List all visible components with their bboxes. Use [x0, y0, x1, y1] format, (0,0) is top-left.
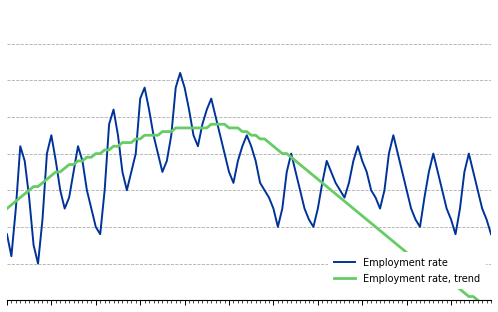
Employment rate, trend [231, 126, 237, 130]
Employment rate, trend [146, 133, 152, 137]
Employment rate [466, 152, 472, 155]
Employment rate, trend [462, 291, 468, 295]
Employment rate [488, 232, 494, 236]
Legend: Employment rate, Employment rate, trend: Employment rate, Employment rate, trend [328, 252, 486, 290]
Employment rate, trend [488, 306, 494, 310]
Employment rate, trend [244, 130, 250, 134]
Employment rate [35, 262, 41, 266]
Employment rate, trend [351, 207, 357, 210]
Employment rate, trend [4, 207, 10, 210]
Employment rate [177, 71, 183, 75]
Line: Employment rate: Employment rate [7, 73, 491, 264]
Employment rate, trend [479, 302, 485, 306]
Line: Employment rate, trend: Employment rate, trend [7, 124, 491, 308]
Employment rate [355, 144, 361, 148]
Employment rate [235, 159, 241, 163]
Employment rate, trend [208, 122, 214, 126]
Employment rate [4, 232, 10, 236]
Employment rate [248, 144, 254, 148]
Employment rate [150, 133, 156, 137]
Employment rate [484, 218, 490, 222]
